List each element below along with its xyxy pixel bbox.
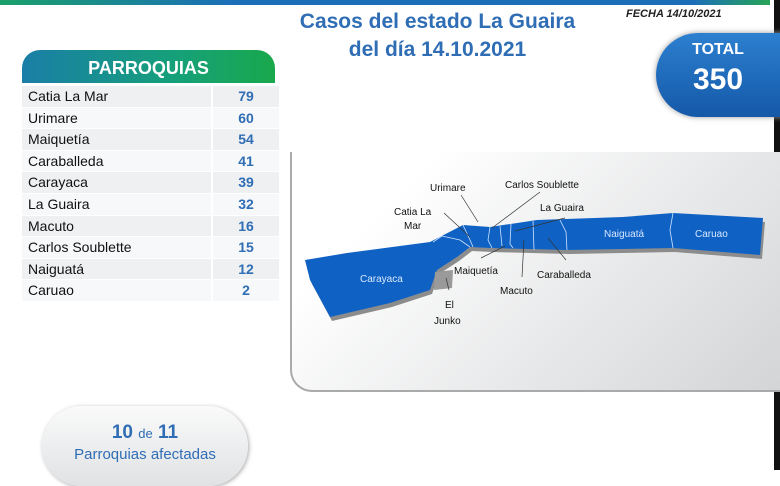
label-caraballeda: Caraballeda [537, 270, 591, 281]
parish-cases: 12 [213, 258, 279, 280]
table-row: Maiquetía 54 [22, 129, 284, 151]
label-carayaca: Carayaca [360, 274, 403, 285]
parish-cases: 15 [213, 237, 279, 258]
total-parishes: 11 [158, 422, 179, 443]
total-label: TOTAL [692, 41, 744, 58]
top-banner [0, 0, 770, 5]
affected-label: Parroquias afectadas [74, 446, 216, 463]
parish-name: Urimare [22, 107, 211, 129]
label-carlos-soublette: Carlos Soublette [505, 180, 579, 191]
table-row: Caraballeda 41 [22, 150, 284, 173]
label-catia-la-mar-2: Mar [404, 221, 422, 232]
parish-name: Catia La Mar [22, 86, 211, 107]
table-row: Macuto 16 [22, 215, 284, 238]
parish-cases: 2 [213, 280, 279, 301]
date-label: FECHA 14/10/2021 [626, 8, 722, 20]
table-row: Caruao 2 [22, 280, 284, 302]
parish-name: La Guaira [22, 193, 211, 215]
label-naiguata: Naiguatá [604, 229, 644, 240]
label-urimare: Urimare [430, 183, 466, 194]
label-macuto: Macuto [500, 286, 533, 297]
label-la-guaira: La Guaira [540, 203, 584, 214]
label-el-junko: El [445, 300, 454, 311]
total-value: 350 [692, 63, 744, 96]
parish-cases: 41 [213, 150, 279, 172]
parish-cases: 79 [213, 86, 279, 107]
table-row: Urimare 60 [22, 107, 284, 130]
affected-count: 10 [111, 422, 133, 443]
parish-name: Carayaca [22, 172, 211, 193]
parish-cases: 60 [213, 107, 279, 129]
parish-cases: 16 [213, 215, 279, 237]
parroquias-table: Catia La Mar 79 Urimare 60 Maiquetía 54 Caraba… [22, 86, 284, 302]
affected-parishes-summary: 10 de 11 Parroquias afectadas [42, 406, 248, 486]
page-subtitle: del día 14.10.2021 [348, 38, 527, 61]
label-caruao: Caruao [695, 229, 728, 240]
leader-lines [443, 191, 567, 291]
page-title: Casos del estado La Guaira [299, 10, 576, 33]
parish-name: Maiquetía [22, 129, 211, 150]
parish-name: Caruao [22, 280, 211, 301]
table-row: Carlos Soublette 15 [22, 237, 284, 259]
total-badge: TOTAL 350 [656, 33, 780, 117]
table-row: La Guaira 32 [22, 193, 284, 216]
parish-name: Carlos Soublette [22, 237, 211, 258]
parish-cases: 39 [213, 172, 279, 193]
parish-name: Caraballeda [22, 150, 211, 172]
parish-name: Macuto [22, 215, 211, 237]
parroquias-header: PARROQUIAS [22, 50, 275, 83]
label-catia-la-mar: Catia La [394, 207, 432, 218]
parish-borders [432, 212, 674, 251]
table-row: Carayaca 39 [22, 172, 284, 194]
map-region-el-junko [434, 270, 453, 290]
de-label: de [138, 426, 153, 441]
la-guaira-map: Urimare Carlos Soublette Catia La Mar La… [305, 180, 765, 327]
label-el-junko-2: Junko [434, 316, 461, 327]
parish-cases: 54 [213, 129, 279, 150]
map-region-affected [305, 213, 763, 317]
table-row: Naiguatá 12 [22, 258, 284, 281]
label-maiquetia: Maiquetía [454, 266, 498, 277]
parish-name: Naiguatá [22, 258, 211, 280]
table-row: Catia La Mar 79 [22, 86, 284, 108]
parish-cases: 32 [213, 193, 279, 215]
